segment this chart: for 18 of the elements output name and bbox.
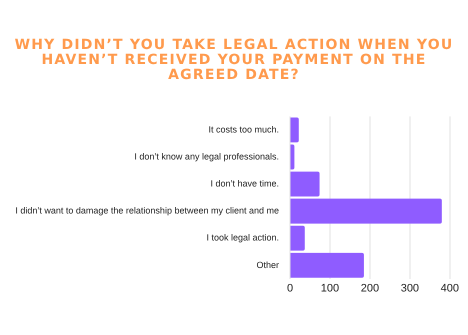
bar (290, 226, 305, 251)
y-tick-label: I didn’t want to damage the relationship between my client and me (15, 206, 279, 216)
bar (290, 252, 364, 278)
bar (290, 117, 299, 142)
y-tick-label: I took legal action. (206, 232, 279, 243)
y-tick-label: It costs too much. (208, 124, 279, 134)
y-tick-label: Other (256, 260, 279, 270)
x-tick-label: 400 (440, 282, 460, 294)
bar (290, 172, 320, 197)
x-tick-label: 200 (360, 282, 380, 294)
y-tick-label: I don’t have time. (210, 178, 279, 189)
bar (290, 144, 294, 170)
x-tick-label: 300 (400, 282, 420, 294)
x-tick-label: 0 (286, 282, 294, 294)
bar (290, 198, 442, 224)
x-tick-label: 100 (320, 282, 340, 294)
y-tick-label: I don’t know any legal professionals. (134, 151, 279, 162)
chart-title: WHY DIDN’T YOU TAKE LEGAL ACTION WHEN YOU HAVEN’T RECEIVED YOUR PAYMENT ON THE AGREED DATE? (14, 37, 454, 83)
